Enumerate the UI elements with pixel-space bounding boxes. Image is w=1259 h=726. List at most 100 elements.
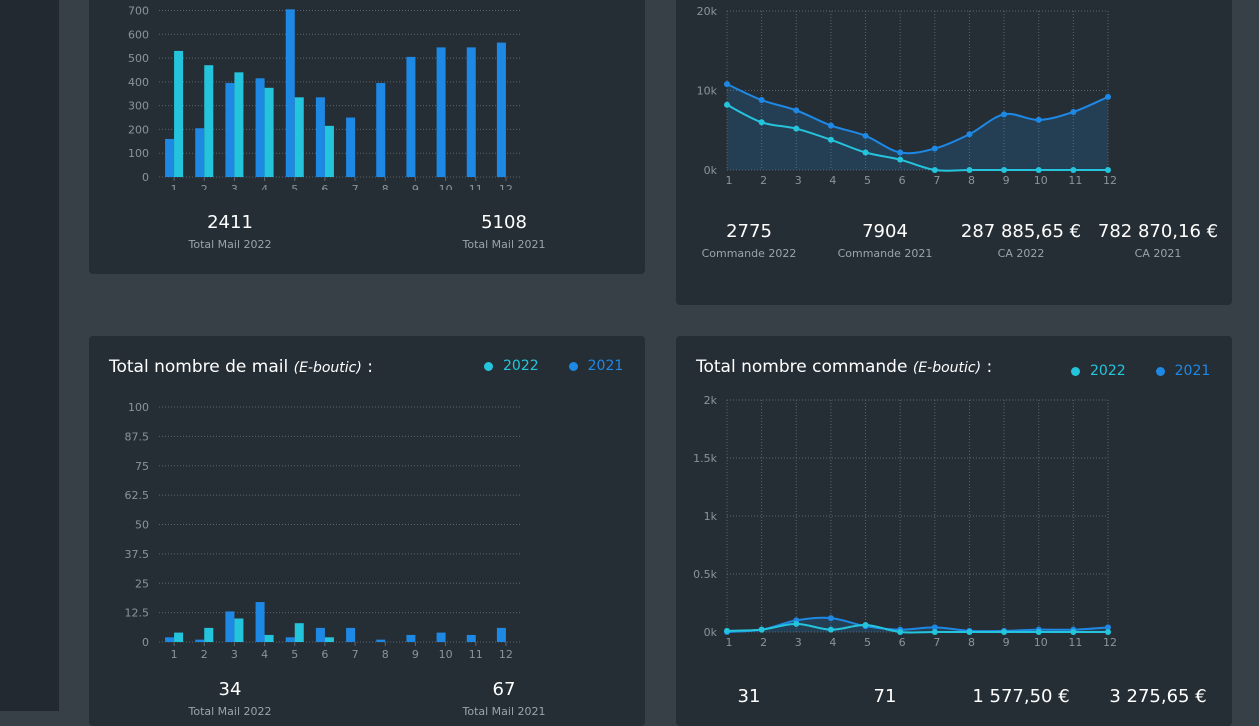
x-tick-label: 3 — [795, 636, 802, 649]
x-tick-label: 8 — [968, 636, 975, 649]
point-2022 — [966, 167, 973, 173]
x-tick-label: 5 — [291, 648, 298, 661]
bar-2022 — [234, 618, 244, 642]
bar-2021 — [376, 639, 386, 642]
x-tick-label: 4 — [829, 636, 836, 649]
legend-2022[interactable]: 2022 — [484, 358, 539, 374]
x-tick-label: 3 — [795, 174, 802, 187]
title-suffix: (E-boutic) — [293, 360, 362, 376]
stat-value: 287 885,65 € — [960, 221, 1082, 242]
legend-dot-2021 — [568, 361, 578, 371]
x-tick-label: 11 — [1068, 636, 1082, 649]
legend-2021[interactable]: 2021 — [568, 358, 623, 374]
y-tick-label: 25 — [135, 577, 149, 590]
point-2022 — [724, 101, 730, 108]
stat-label: Commande 2021 — [837, 247, 933, 260]
x-tick-label: 7 — [933, 174, 940, 187]
y-tick-label: 62.5 — [125, 489, 150, 502]
legend-2021[interactable]: 2021 — [1155, 363, 1210, 379]
x-tick-label: 2 — [760, 174, 767, 187]
stat-label: Total Mail 2022 — [188, 705, 272, 718]
stat-value: 71 — [873, 686, 897, 707]
bar-2021 — [255, 78, 265, 177]
chart-legend: 2022 2021 — [1071, 363, 1210, 379]
y-tick-label: 87.5 — [125, 430, 150, 443]
x-tick-label: 8 — [968, 174, 975, 187]
title-colon: : — [361, 357, 373, 377]
point-2022 — [897, 156, 904, 163]
title-text: Total nombre commande — [696, 357, 908, 377]
bar-2022 — [294, 623, 304, 642]
bar-2021 — [255, 602, 265, 642]
x-tick-label: 12 — [499, 648, 513, 661]
y-tick-label: 20k — [697, 5, 718, 18]
y-tick-label: 0 — [142, 171, 149, 184]
bar-2022 — [204, 65, 214, 177]
point-2022 — [793, 125, 800, 132]
stat-label: Total Mail 2021 — [462, 238, 546, 251]
y-tick-label: 100 — [128, 147, 149, 160]
y-tick-label: 600 — [128, 28, 149, 41]
stat-eboutic-mail-2022: 34 Total Mail 2022 — [155, 679, 305, 718]
x-tick-label: 7 — [933, 636, 940, 649]
bar-2021 — [315, 97, 325, 177]
x-tick-label: 1 — [726, 636, 733, 649]
bar-2021 — [346, 627, 356, 642]
point-2021 — [758, 97, 765, 104]
legend-label-2022: 2022 — [1090, 363, 1126, 379]
point-2021 — [1035, 116, 1042, 123]
y-tick-label: 0k — [704, 626, 718, 639]
bar-2021 — [466, 47, 476, 177]
y-tick-label: 400 — [128, 76, 149, 89]
legend-dot-2021 — [1155, 366, 1165, 376]
bar-2021 — [436, 632, 446, 642]
point-2022 — [931, 629, 938, 635]
bar-2022 — [324, 637, 334, 642]
point-2022 — [862, 622, 869, 629]
orders-eboutic-card: Total nombre commande (E-boutic) : 2022 … — [676, 336, 1232, 726]
y-tick-label: 50 — [135, 519, 149, 532]
stat-eboutic-ca-2021: 3 275,65 € — [1083, 686, 1232, 708]
bar-2021 — [315, 627, 325, 642]
stat-eboutic-commande-2021: 71 — [810, 686, 960, 708]
bar-2022 — [234, 72, 244, 177]
card-title: Total nombre de mail (E-boutic) : — [109, 357, 373, 377]
legend-2022[interactable]: 2022 — [1071, 363, 1126, 379]
stat-eboutic-commande-2022: 31 — [676, 686, 824, 708]
point-2022 — [793, 620, 800, 627]
point-2022 — [1035, 167, 1042, 173]
point-2022 — [1001, 167, 1008, 173]
point-2022 — [1105, 167, 1111, 173]
stat-ca-2021: 782 870,16 € CA 2021 — [1083, 221, 1232, 260]
title-text: Total nombre de mail — [109, 357, 289, 377]
x-tick-label: 12 — [1103, 174, 1117, 187]
point-2022 — [966, 629, 973, 635]
orders-totals-card: 0k 10k 20k 1 2 3 4 5 6 7 8 9 10 11 12 2775 Commande 20… — [676, 0, 1232, 305]
x-tick-label: 9 — [1003, 636, 1010, 649]
stat-value: 31 — [737, 686, 761, 707]
x-tick-label: 2 — [760, 636, 767, 649]
stat-value: 782 870,16 € — [1097, 221, 1219, 242]
title-colon: : — [981, 357, 993, 377]
x-tick-label: 5 — [864, 636, 871, 649]
point-2022 — [1001, 629, 1008, 635]
point-2021 — [1105, 93, 1111, 100]
x-tick-label: 2 — [201, 183, 208, 190]
mail-eboutic-card: Total nombre de mail (E-boutic) : 2022 2… — [89, 336, 645, 726]
bar-2022 — [264, 87, 274, 177]
bar-2021 — [466, 634, 476, 642]
y-tick-label: 700 — [128, 5, 149, 18]
point-2022 — [758, 626, 765, 633]
area-2021 — [727, 84, 1108, 170]
point-2021 — [827, 615, 834, 622]
stat-eboutic-mail-2021: 67 Total Mail 2021 — [429, 679, 579, 718]
bar-2021 — [436, 47, 446, 177]
x-tick-label: 1 — [171, 183, 178, 190]
x-tick-label: 11 — [1068, 174, 1082, 187]
point-2022 — [1070, 167, 1077, 173]
stat-commande-2022: 2775 Commande 2022 — [676, 221, 824, 260]
bar-2021 — [225, 611, 235, 642]
